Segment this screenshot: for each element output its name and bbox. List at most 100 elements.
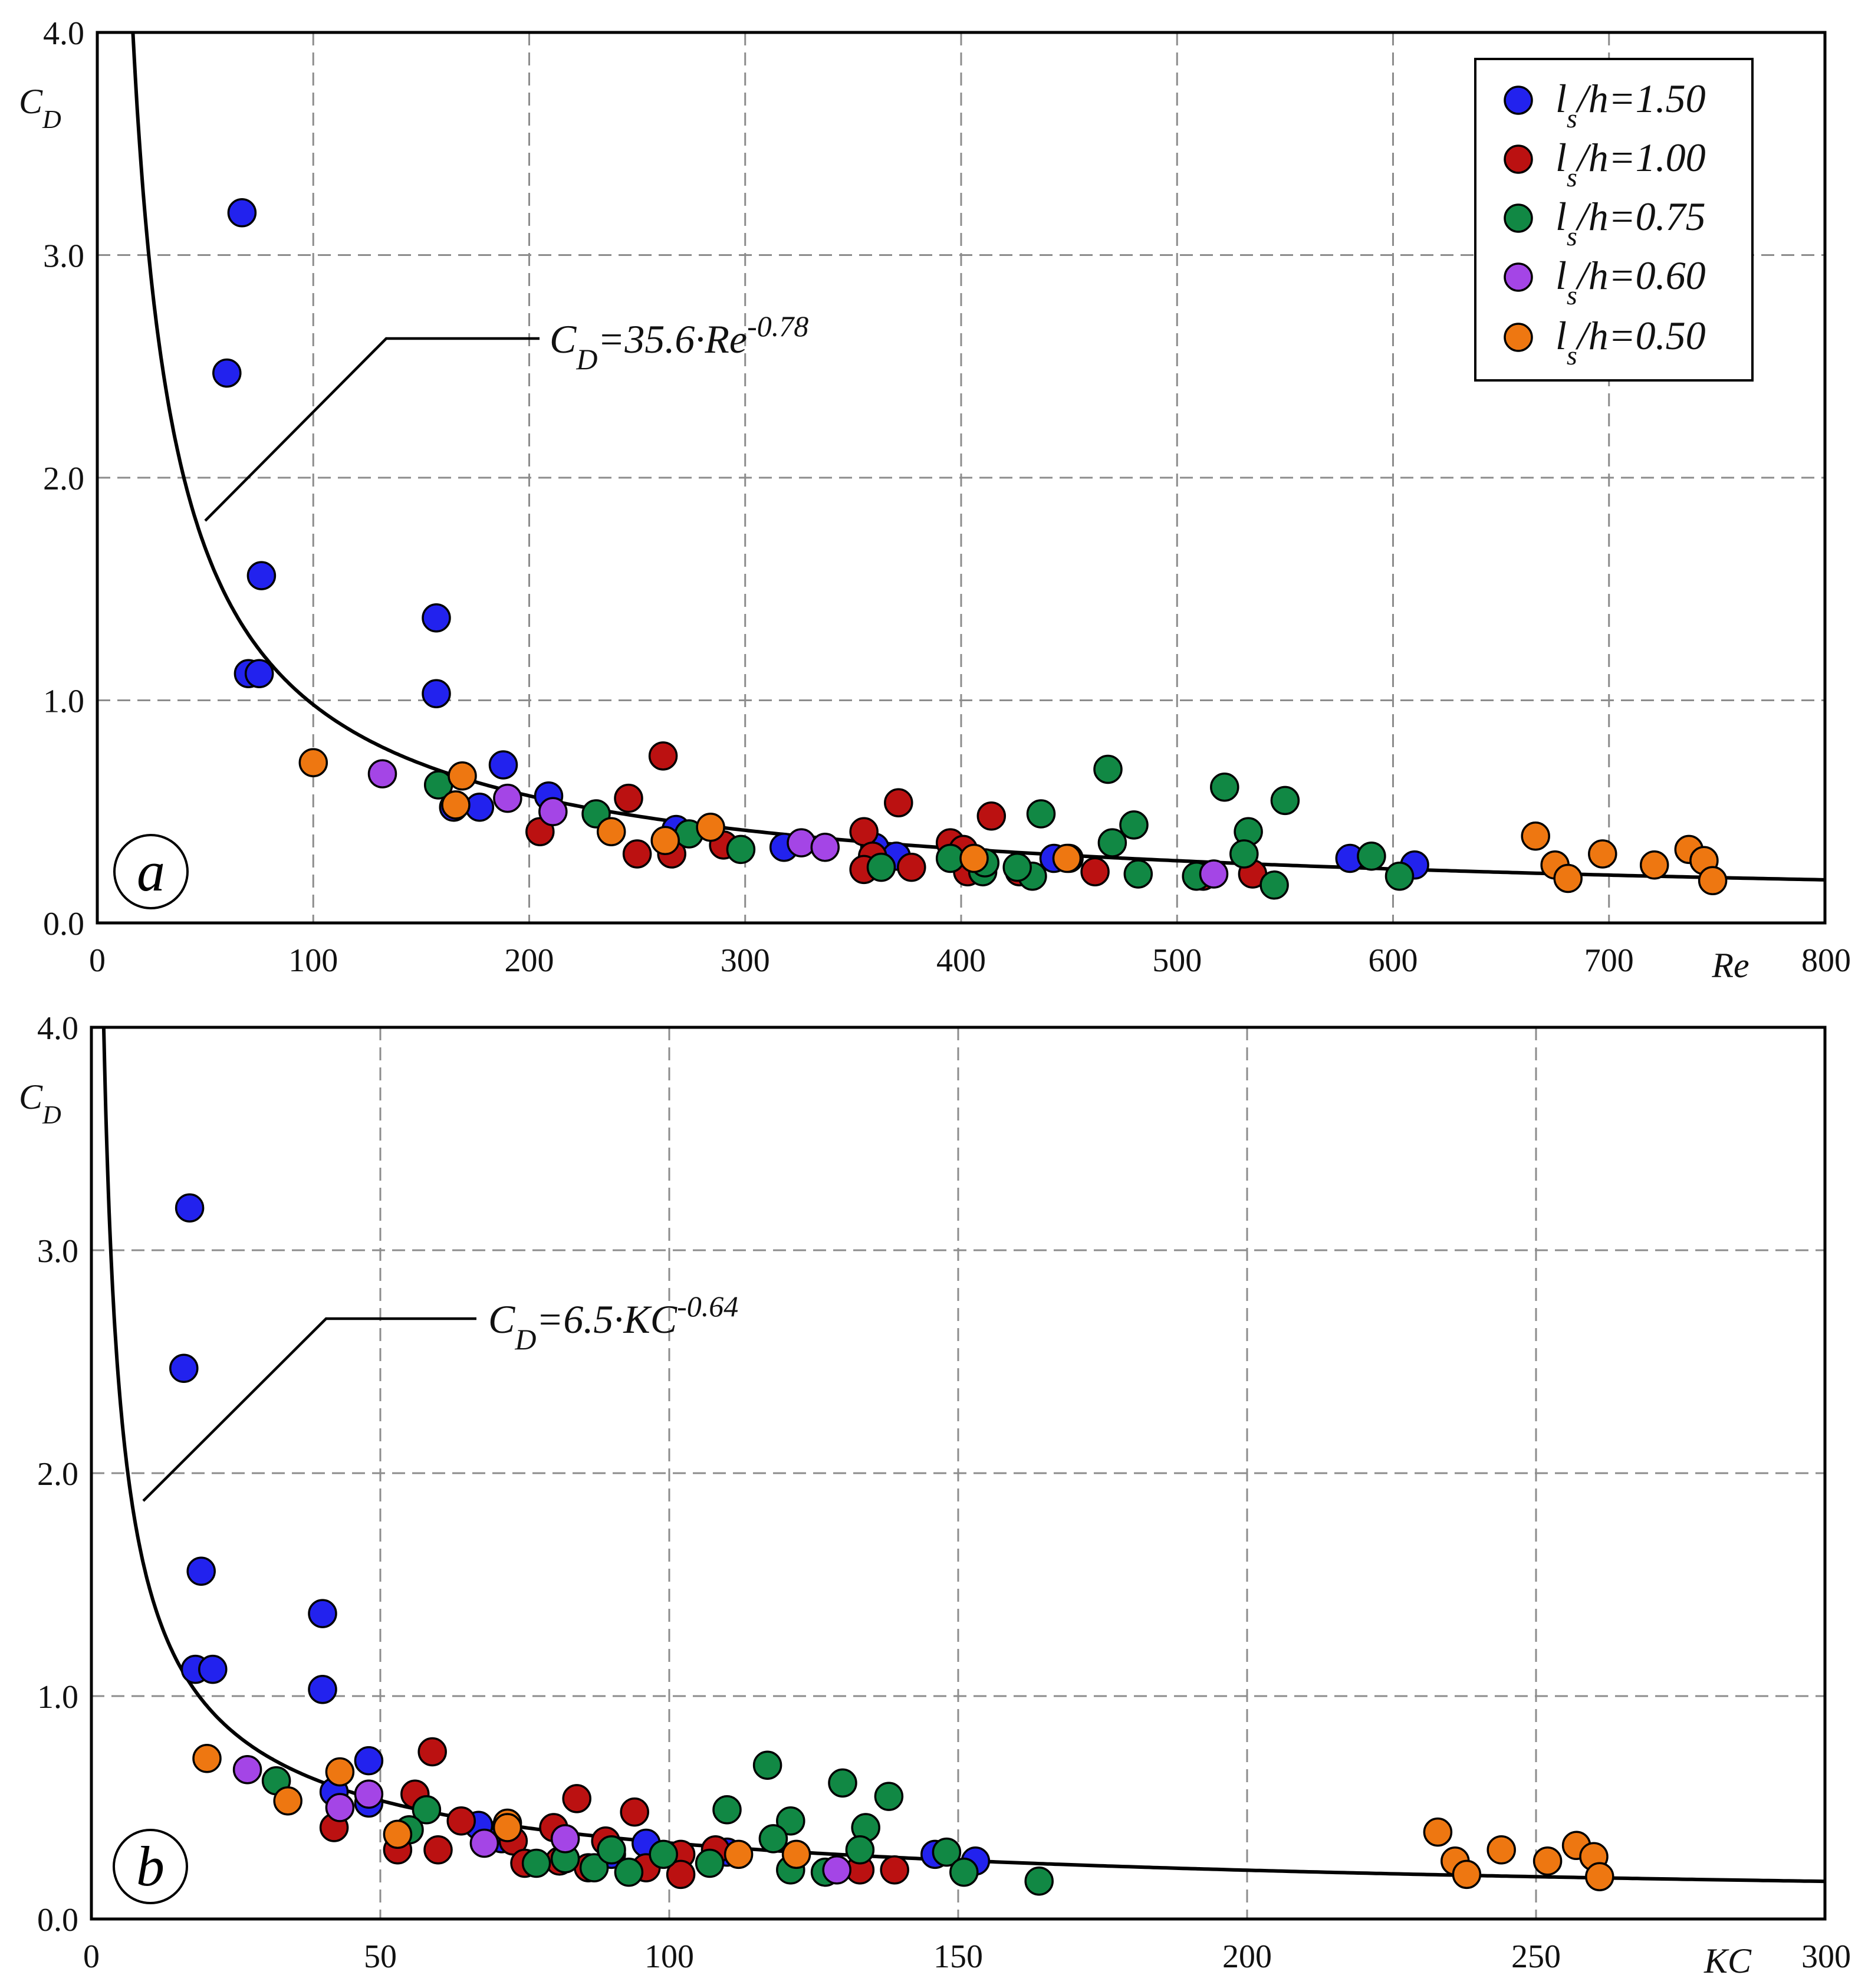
legend-label-150: ls/h=1.50	[1555, 76, 1706, 133]
panel-a-point-075	[1097, 828, 1127, 857]
panel-a-point-100	[976, 801, 1007, 831]
panel-a-point-100	[614, 783, 643, 813]
panel-b-point-050	[1486, 1835, 1516, 1865]
panel-a-point-050	[298, 748, 328, 777]
legend-label-060: ls/h=0.60	[1555, 253, 1706, 310]
panel-b-point-050	[1423, 1817, 1453, 1847]
panel-b-point-075	[597, 1835, 626, 1865]
legend-label-050: ls/h=0.50	[1555, 313, 1706, 370]
panel-a-xtick-label: 600	[1369, 942, 1418, 979]
panel-b-point-075	[695, 1848, 725, 1878]
panel-a-point-075	[1123, 859, 1153, 889]
panel-b-equation: CD=6.5·KC-0.64	[488, 1290, 738, 1356]
panel-a-points	[212, 198, 1728, 900]
panel-b-point-075	[614, 1857, 644, 1887]
panel-b-point-050	[781, 1839, 811, 1869]
panel-a-point-100	[622, 839, 652, 869]
panel-a-xtick-label: 500	[1152, 942, 1202, 979]
legend-label-075: ls/h=0.75	[1555, 194, 1706, 251]
panel-b-point-100	[417, 1737, 447, 1767]
panel-a-point-075	[866, 852, 896, 882]
panel-a-point-050	[1052, 843, 1082, 873]
panel-a-point-075	[1270, 786, 1300, 816]
legend-item-150: ls/h=1.50	[1504, 76, 1706, 133]
panel-a-point-060	[1199, 859, 1229, 889]
panel-b-point-100	[562, 1784, 591, 1813]
panel-b-point-050	[192, 1744, 222, 1773]
panel-a-point-050	[1639, 850, 1669, 880]
legend: ls/h=1.50 ls/h=1.00 ls/h=0.75 ls/h=0.60 …	[1474, 58, 1754, 382]
panel-a-frame	[96, 31, 1827, 925]
panel-b-point-075	[752, 1750, 782, 1780]
legend-item-060: ls/h=0.60	[1504, 253, 1706, 310]
panel-a-xtick-label: 200	[505, 942, 554, 979]
panel-b-xtick-label: 150	[933, 1938, 983, 1975]
panel-a-ticks: 0 100 200 300 400 500 600 700 800 0.0 1.0 2.0 3.0 4.0	[43, 15, 1851, 979]
panel-a-point-150	[488, 750, 518, 780]
panel-b-point-075	[776, 1806, 805, 1836]
svg-text:b: b	[136, 1835, 165, 1898]
panel-a-point-050	[596, 817, 626, 846]
panel-a-xlabel: Re	[1711, 946, 1749, 985]
panel-a-point-100	[1080, 857, 1110, 886]
panel-a-point-150	[244, 659, 274, 688]
panel-b-point-060	[822, 1855, 851, 1885]
panel-b-point-100	[446, 1806, 476, 1836]
legend-marker-050	[1504, 323, 1533, 352]
panel-b-point-100	[423, 1835, 453, 1865]
panel-a-point-075	[1093, 754, 1123, 784]
panel-b-point-150	[198, 1654, 228, 1684]
panel-b-point-075	[649, 1839, 678, 1869]
panel-b-point-075	[828, 1768, 857, 1798]
legend-marker-060	[1504, 262, 1533, 292]
panel-b-ylabel: CD	[19, 1077, 61, 1129]
panel-a-point-100	[849, 817, 879, 846]
panel-a-point-050	[1698, 866, 1728, 896]
panel-a-point-150	[246, 561, 277, 590]
panel-a-point-075	[1210, 772, 1239, 802]
panel-b-point-100	[880, 1855, 909, 1885]
panel-a-point-075	[1384, 861, 1415, 891]
panel-a-ytick-label: 1.0	[43, 684, 84, 720]
panel-a-xtick-label: 0	[89, 942, 106, 979]
panel-b-points	[169, 1193, 1614, 1896]
panel-a-point-050	[650, 826, 680, 856]
panel-a-point-060	[787, 828, 816, 857]
legend-marker-100	[1504, 144, 1533, 174]
panel-a-point-075	[1357, 842, 1386, 871]
panel-a-point-050	[441, 790, 471, 820]
panel-a-point-050	[1521, 822, 1550, 851]
panel-b-frame	[90, 1026, 1827, 1921]
panel-b-point-060	[354, 1779, 384, 1809]
panel-b-point-060	[232, 1754, 262, 1785]
panel-b-equation-leader	[142, 1317, 476, 1502]
legend-item-050: ls/h=0.50	[1504, 313, 1706, 370]
panel-b-point-100	[666, 1859, 696, 1890]
panel-b-point-050	[325, 1757, 355, 1787]
panel-b-point-150	[308, 1599, 337, 1628]
panel-a-xtick-label: 700	[1584, 942, 1634, 979]
panel-b-ytick-label: 3.0	[37, 1233, 78, 1270]
panel-a-point-060	[810, 832, 840, 862]
panel-b-point-050	[1585, 1862, 1614, 1891]
panel-a-ytick-label: 3.0	[43, 238, 84, 275]
panel-a-point-050	[1553, 863, 1583, 893]
panel-a-point-150	[212, 358, 242, 388]
panel-b-point-150	[169, 1353, 199, 1384]
panel-a-label: a	[113, 834, 189, 909]
panel-b-point-150	[186, 1556, 216, 1586]
legend-item-075: ls/h=0.75	[1504, 194, 1706, 251]
panel-a-equation: CD=35.6·Re-0.78	[550, 310, 808, 376]
panel-a-ylabel: CD	[19, 82, 61, 134]
panel-b-point-050	[1532, 1846, 1563, 1876]
panel-b-ticks: 0 50 100 150 200 250 300 0.0 1.0 2.0 3.0 4.0	[37, 1010, 1851, 1975]
panel-b-ytick-label: 0.0	[37, 1902, 78, 1938]
panel-b-xtick-label: 200	[1222, 1938, 1272, 1975]
panel-a-grid	[97, 32, 1825, 923]
panel-a-point-150	[422, 679, 451, 708]
panel-a-point-100	[884, 788, 913, 817]
panel-b-point-075	[1024, 1866, 1054, 1896]
panel-a-point-060	[538, 797, 568, 827]
